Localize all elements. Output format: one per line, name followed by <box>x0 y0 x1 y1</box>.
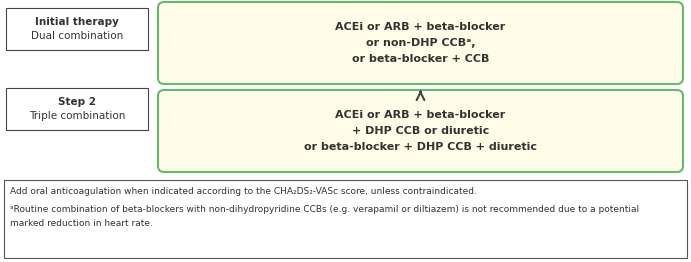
Bar <box>6 88 148 130</box>
Text: or beta-blocker + DHP CCB + diuretic: or beta-blocker + DHP CCB + diuretic <box>304 142 537 152</box>
Text: ACEi or ARB + beta-blocker: ACEi or ARB + beta-blocker <box>335 110 506 120</box>
Text: Triple combination: Triple combination <box>29 111 125 121</box>
FancyBboxPatch shape <box>158 90 683 172</box>
FancyBboxPatch shape <box>158 2 683 84</box>
Bar <box>6 8 148 50</box>
Text: Add oral anticoagulation when indicated according to the CHA₂DS₂-VASc score, unl: Add oral anticoagulation when indicated … <box>10 188 477 196</box>
Text: + DHP CCB or diuretic: + DHP CCB or diuretic <box>352 126 489 136</box>
Text: or non-DHP CCBᵃ,: or non-DHP CCBᵃ, <box>366 38 475 48</box>
Text: Dual combination: Dual combination <box>31 31 123 41</box>
Text: or beta-blocker + CCB: or beta-blocker + CCB <box>352 54 489 64</box>
Text: Initial therapy: Initial therapy <box>35 17 119 27</box>
Text: marked reduction in heart rate.: marked reduction in heart rate. <box>10 220 153 228</box>
Text: Step 2: Step 2 <box>58 97 96 107</box>
Text: ACEi or ARB + beta-blocker: ACEi or ARB + beta-blocker <box>335 22 506 32</box>
Bar <box>4 180 687 258</box>
Text: ᵃRoutine combination of beta-blockers with non-dihydropyridine CCBs (e.g. verapa: ᵃRoutine combination of beta-blockers wi… <box>10 205 639 215</box>
